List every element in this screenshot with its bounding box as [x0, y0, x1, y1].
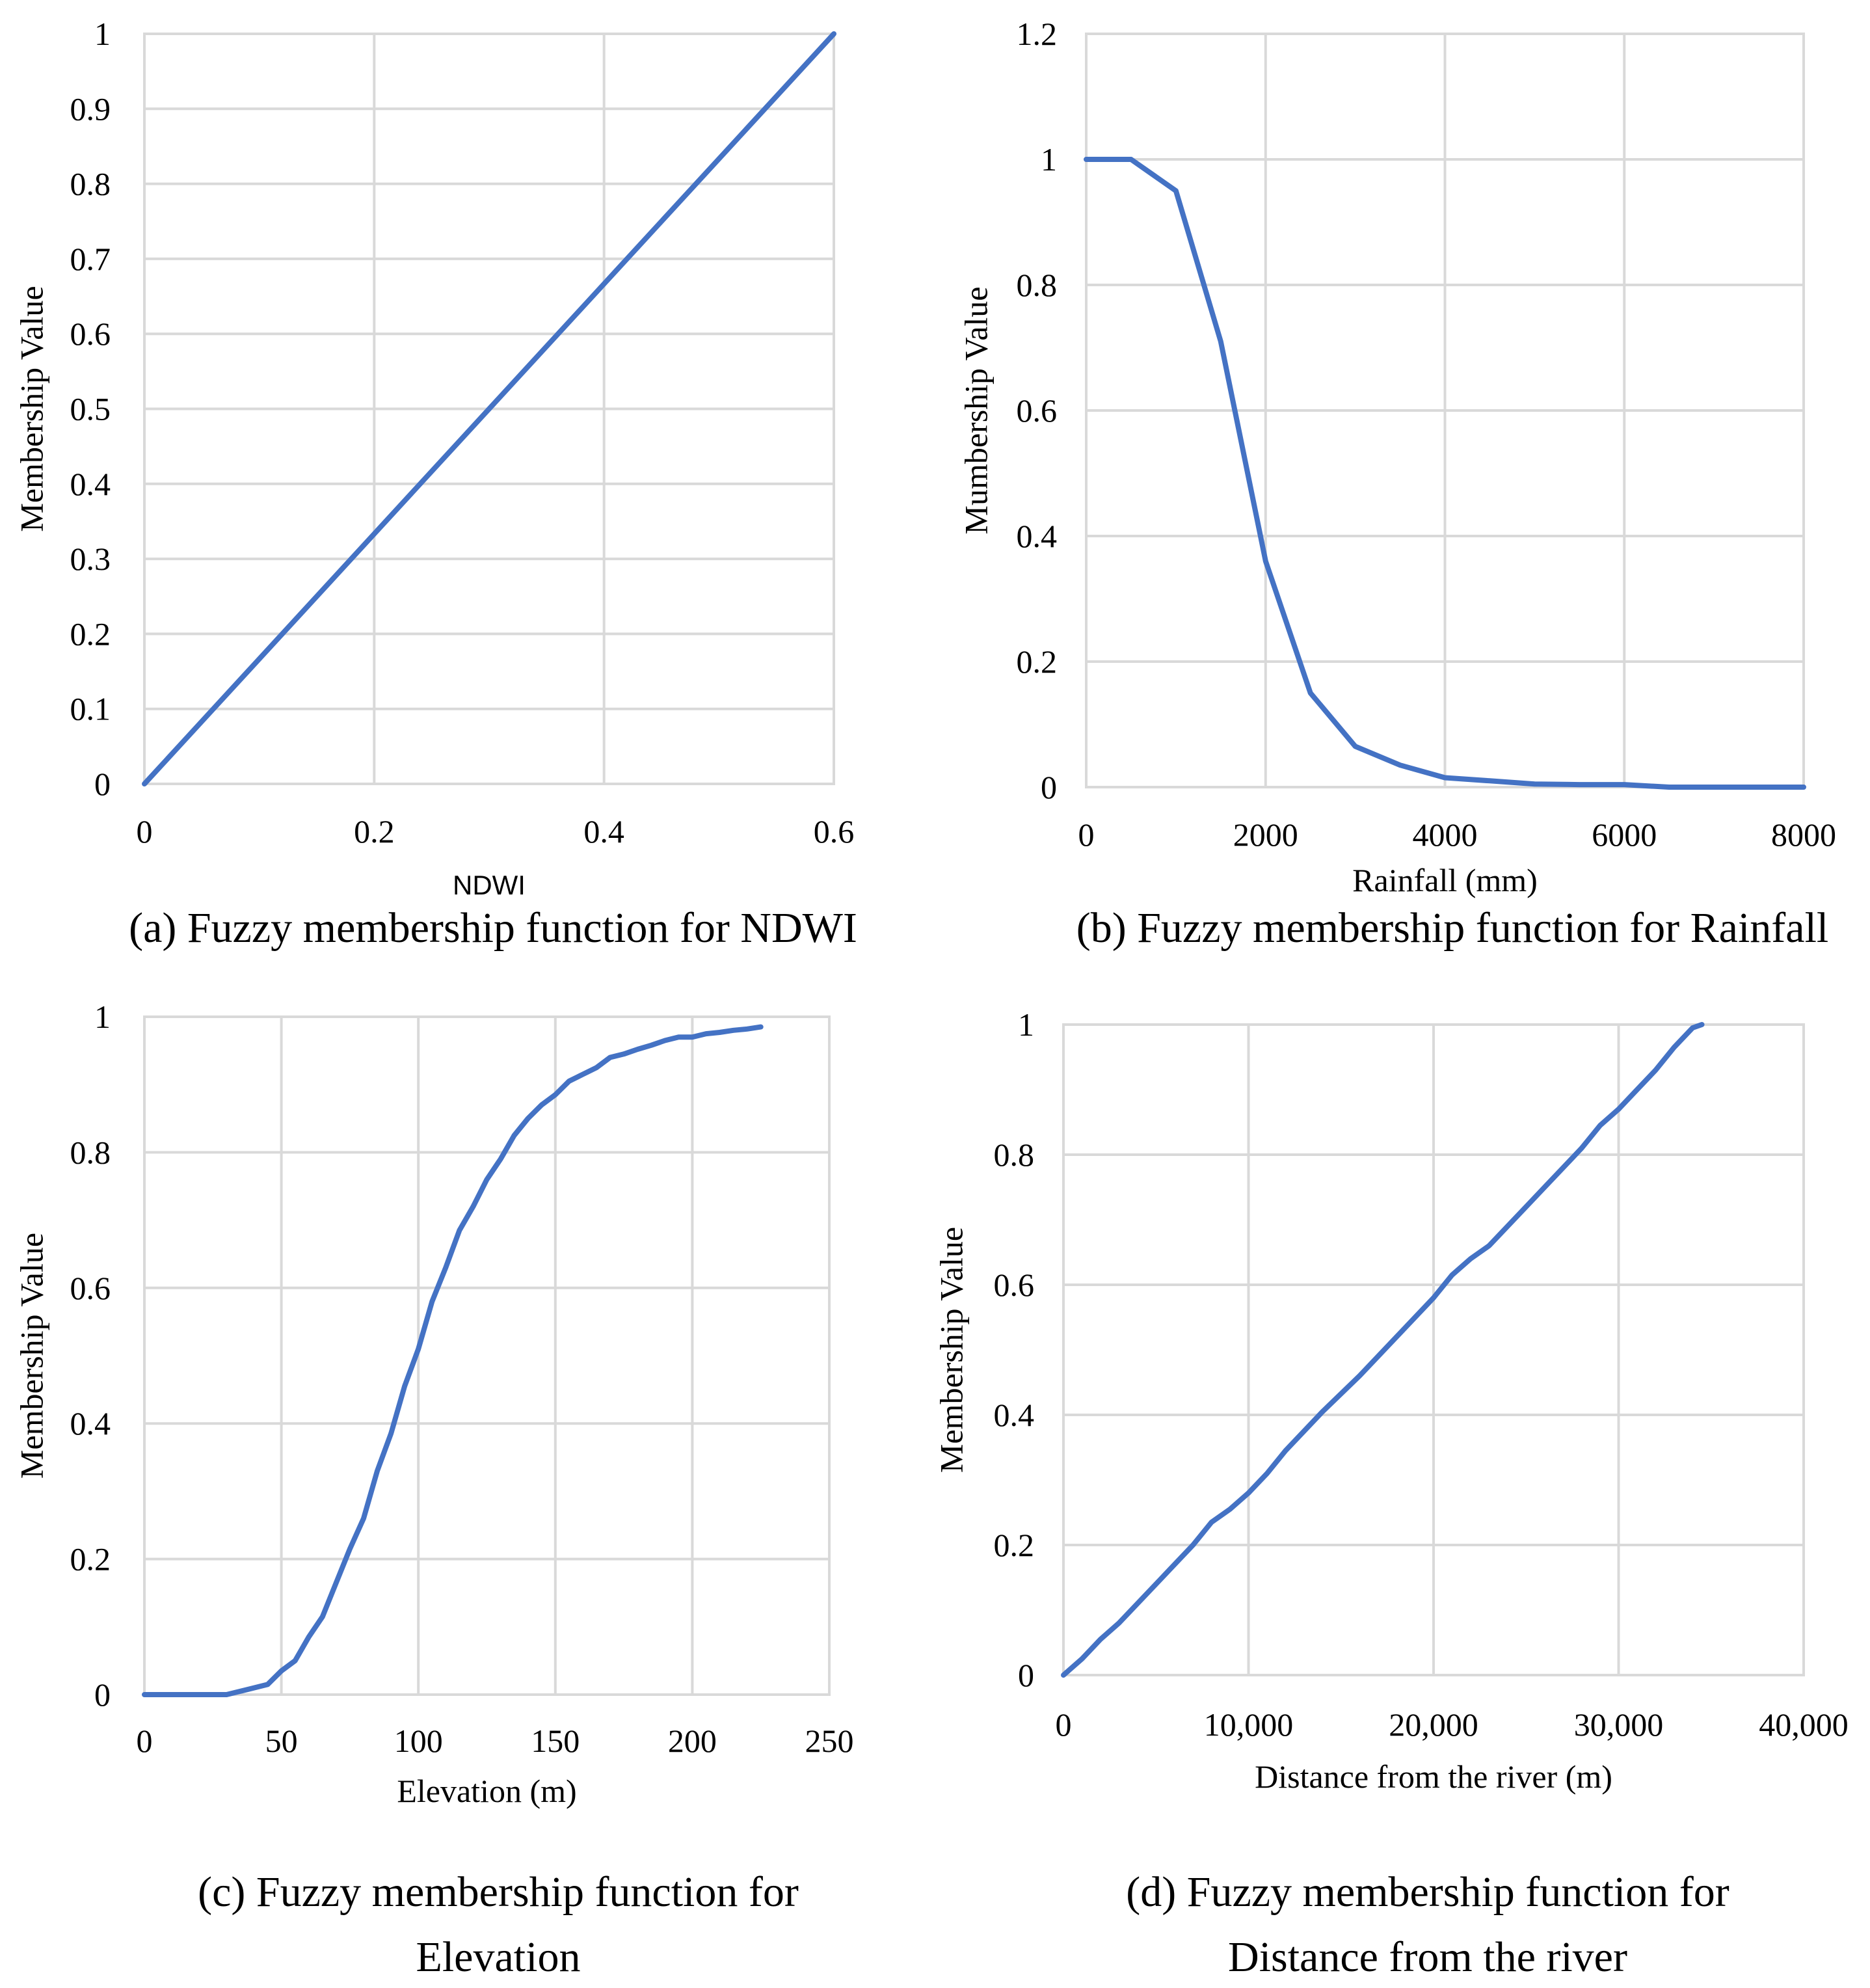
x-tick-label: 100 — [394, 1723, 443, 1759]
y-tick-label: 1.2 — [1017, 16, 1058, 52]
y-tick-label: 0.6 — [70, 316, 111, 352]
x-tick-label: 0.6 — [814, 813, 855, 850]
y-tick-label: 0.2 — [70, 615, 111, 652]
chart-caption: (d) Fuzzy membership function for — [1126, 1868, 1729, 1916]
series-line-b — [1084, 157, 1806, 790]
y-axis-title: Membership Value — [14, 1233, 50, 1479]
y-tick-label: 0.9 — [70, 90, 111, 127]
chart-d: 0 0.2 0.4 0.6 0.8 1 0 10,000 20,000 30,000 40,000 D… — [933, 1006, 1849, 1981]
y-axis-title: Membership Value — [14, 286, 50, 531]
y-tick-label: 0.4 — [70, 1405, 111, 1442]
y-tick-label: 0.8 — [1017, 267, 1058, 303]
x-tick-label: 4000 — [1413, 816, 1478, 853]
chart-b: 0 0.2 0.4 0.6 0.8 1 1.2 0 2000 4000 6000 8000 Rainfa… — [958, 16, 1837, 952]
y-tick-label: 0.4 — [1017, 518, 1058, 554]
y-tick-label: 0.4 — [994, 1397, 1035, 1433]
y-tick-label: 0 — [1041, 769, 1057, 805]
x-tick-label: 50 — [265, 1723, 298, 1759]
x-tick-label: 40,000 — [1759, 1706, 1849, 1743]
y-tick-label: 0.1 — [70, 691, 111, 727]
x-tick-label: 2000 — [1233, 816, 1298, 853]
chart-caption: Distance from the river — [1228, 1933, 1627, 1981]
y-axis-title: Mumbership Value — [958, 287, 995, 535]
chart-caption: (a) Fuzzy membership function for NDWI — [129, 904, 857, 952]
y-tick-label: 0 — [1018, 1657, 1034, 1693]
x-tick-label: 6000 — [1592, 816, 1657, 853]
y-tick-label: 0.8 — [994, 1136, 1035, 1173]
x-tick-label: 0 — [1078, 816, 1095, 853]
y-tick-label: 0.2 — [70, 1541, 111, 1578]
series-line-a — [142, 31, 836, 786]
x-tick-label: 8000 — [1771, 816, 1836, 853]
x-tick-label: 0 — [137, 1723, 153, 1759]
x-axis-title: Distance from the river (m) — [1255, 1758, 1612, 1795]
chart-a: 0 0.1 0.2 0.3 0.4 0.5 0.6 0.7 0.8 0.9 1 0 0.2 0.4 0.6 N… — [14, 16, 857, 952]
series-line-d — [1061, 1022, 1705, 1678]
x-axis-title: Rainfall (mm) — [1352, 862, 1538, 898]
plot-area — [143, 1015, 831, 1696]
y-tick-label: 0.7 — [70, 241, 111, 277]
y-tick-label: 0.2 — [1017, 643, 1058, 680]
chart-c: 0 0.2 0.4 0.6 0.8 1 0 50 100 150 200 250 Elevation (… — [14, 999, 854, 1981]
x-tick-label: 30,000 — [1574, 1706, 1664, 1743]
x-tick-label: 20,000 — [1389, 1706, 1478, 1743]
y-tick-label: 1 — [1018, 1006, 1034, 1043]
y-axis-title: Membership Value — [933, 1227, 970, 1473]
y-tick-label: 0.8 — [70, 166, 111, 202]
y-tick-label: 0.2 — [994, 1527, 1035, 1563]
y-tick-label: 1 — [1041, 141, 1057, 178]
x-tick-label: 150 — [531, 1723, 580, 1759]
y-tick-label: 0.6 — [994, 1267, 1035, 1303]
chart-caption: (b) Fuzzy membership function for Rainfa… — [1076, 904, 1829, 952]
chart-caption: Elevation — [416, 1933, 581, 1981]
x-axis-title: Elevation (m) — [397, 1773, 576, 1809]
x-axis-title: NDWI — [453, 870, 526, 900]
x-tick-label: 0 — [1056, 1706, 1072, 1743]
x-tick-label: 10,000 — [1204, 1706, 1294, 1743]
y-tick-label: 0.6 — [1017, 392, 1058, 429]
y-tick-label: 0 — [94, 1676, 111, 1713]
y-tick-label: 0.3 — [70, 541, 111, 577]
x-tick-label: 0 — [137, 813, 153, 850]
y-tick-label: 0 — [94, 766, 111, 802]
x-tick-label: 200 — [668, 1723, 717, 1759]
y-tick-label: 1 — [94, 16, 111, 52]
x-tick-label: 0.4 — [583, 813, 624, 850]
y-tick-label: 0.8 — [70, 1134, 111, 1170]
y-tick-label: 1 — [94, 999, 111, 1035]
chart-caption: (c) Fuzzy membership function for — [198, 1868, 799, 1916]
x-tick-label: 250 — [805, 1723, 854, 1759]
y-tick-label: 0.5 — [70, 391, 111, 427]
y-tick-label: 0.4 — [70, 466, 111, 502]
series-line-c — [142, 1024, 764, 1697]
x-tick-label: 0.2 — [354, 813, 395, 850]
y-tick-label: 0.6 — [70, 1270, 111, 1306]
